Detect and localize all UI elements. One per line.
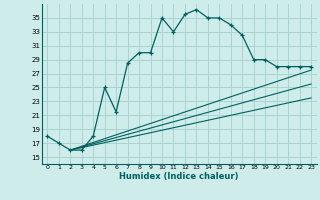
X-axis label: Humidex (Indice chaleur): Humidex (Indice chaleur) (119, 172, 239, 181)
